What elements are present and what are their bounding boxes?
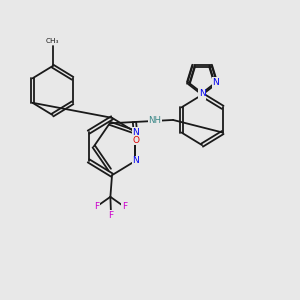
Text: N: N	[132, 128, 139, 137]
Text: N: N	[199, 90, 206, 99]
Text: F: F	[122, 202, 127, 211]
Text: N: N	[132, 128, 139, 137]
Text: CH₃: CH₃	[46, 38, 59, 44]
Text: N: N	[199, 88, 206, 98]
Text: N: N	[213, 80, 219, 88]
Text: O: O	[133, 136, 140, 145]
Text: NH: NH	[148, 116, 161, 125]
Text: F: F	[94, 202, 99, 211]
Text: N: N	[132, 156, 139, 165]
Text: F: F	[109, 211, 114, 220]
Text: N: N	[213, 78, 219, 87]
